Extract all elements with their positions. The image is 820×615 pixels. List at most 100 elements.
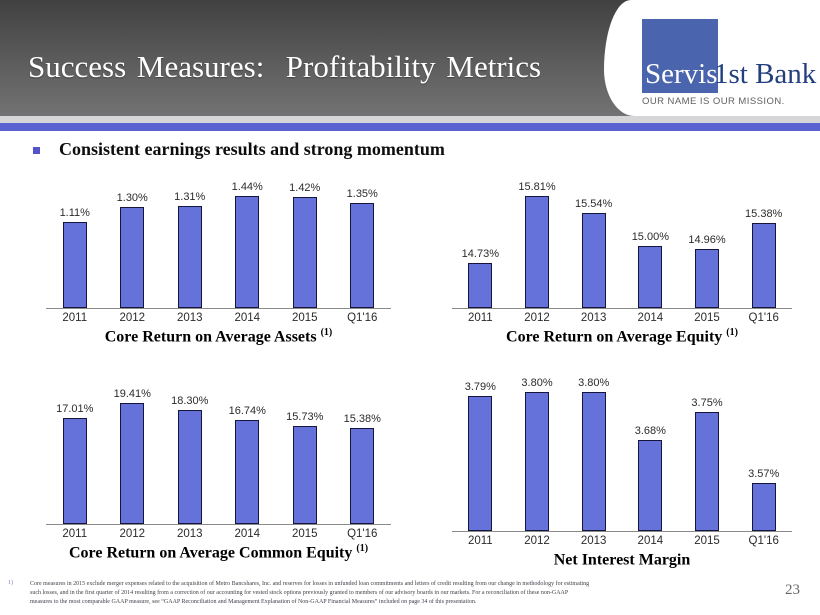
bar-column-2012: 19.41% bbox=[104, 388, 162, 524]
logo-square bbox=[642, 19, 718, 93]
chart-net-interest-margin: 3.79% 3.80% 3.80% 3.68% 3.75% 3.57% 2011 2012 2… bbox=[452, 376, 792, 569]
divider-stripe-gray bbox=[0, 116, 820, 123]
bar-column-2013: 18.30% bbox=[161, 394, 219, 524]
chart-title-text: Core Return on Average Common Equity bbox=[68, 544, 353, 562]
plot-area: 3.79% 3.80% 3.80% 3.68% 3.75% 3.57% bbox=[452, 376, 792, 532]
bar-column-Q1'16: 15.38% bbox=[334, 394, 392, 524]
x-axis-tick-label: Q1'16 bbox=[748, 312, 779, 324]
x-axis-tick-label: 2012 bbox=[119, 312, 146, 324]
bar-value-label: 14.96% bbox=[688, 234, 726, 247]
bar-column-2015: 15.73% bbox=[276, 394, 334, 524]
bar-column-2015: 1.42% bbox=[276, 178, 334, 308]
chart-title-footnote-ref: (1) bbox=[356, 543, 369, 554]
x-axis-tick-label: 2012 bbox=[524, 312, 550, 324]
bar-column-2011: 14.73% bbox=[452, 178, 509, 308]
page-title: Success Measures: Profitability Metrics bbox=[28, 49, 542, 84]
bar-value-label: 15.38% bbox=[745, 208, 783, 221]
bar-value-label: 15.54% bbox=[575, 198, 613, 211]
logo-text-servis: Servis bbox=[645, 58, 718, 90]
bar-value-label: 15.73% bbox=[286, 411, 324, 424]
bar-Q1'16 bbox=[350, 203, 375, 308]
plot-area: 17.01% 19.41% 18.30% 16.74% 15.73% 15.38% bbox=[46, 388, 392, 525]
bar-2013 bbox=[177, 206, 202, 308]
chart-title: Core Return on Average Assets (1) bbox=[46, 327, 391, 346]
x-axis-tick-label: 2011 bbox=[467, 312, 493, 324]
chart-title: Core Return on Average Equity (1) bbox=[452, 327, 792, 346]
bar-value-label: 15.81% bbox=[518, 181, 556, 194]
chart-title-text: Core Return on Average Equity bbox=[506, 328, 723, 346]
chart-title: Core Return on Average Common Equity (1) bbox=[46, 543, 391, 562]
bar-column-2013: 15.54% bbox=[565, 178, 622, 308]
plot-area: 14.73% 15.81% 15.54% 15.00% 14.96% 15.38% bbox=[452, 178, 792, 309]
bar-column-2011: 1.11% bbox=[46, 178, 104, 308]
x-axis-tick-label: 2012 bbox=[524, 535, 550, 547]
plot-area: 1.11% 1.30% 1.31% 1.44% 1.42% 1.35% bbox=[46, 178, 391, 309]
bar-column-Q1'16: 1.35% bbox=[334, 178, 392, 308]
bar-value-label: 1.11% bbox=[59, 207, 90, 220]
bar-2014 bbox=[638, 246, 663, 308]
x-axis-tick-label: 2015 bbox=[291, 528, 318, 540]
bar-value-label: 1.35% bbox=[346, 188, 378, 201]
x-axis-tick-label: 2014 bbox=[234, 312, 261, 324]
chart-core-return-on-average-assets: 1.11% 1.30% 1.31% 1.44% 1.42% 1.35% 2011 2012 2… bbox=[46, 178, 391, 346]
bar-2013 bbox=[177, 410, 202, 524]
bar-column-Q1'16: 3.57% bbox=[735, 376, 792, 531]
bar-column-2014: 15.00% bbox=[622, 178, 679, 308]
bar-value-label: 1.30% bbox=[116, 192, 148, 205]
bar-2012 bbox=[120, 403, 145, 524]
x-axis-tick-label: 2015 bbox=[694, 312, 720, 324]
bar-2011 bbox=[62, 222, 87, 308]
x-axis-tick-label: 2011 bbox=[467, 535, 493, 547]
bar-2015 bbox=[292, 197, 317, 308]
bar-2014 bbox=[235, 196, 260, 308]
x-axis-labels: 2011 2012 2013 2014 2015 Q1'16 bbox=[46, 312, 391, 324]
bar-column-2012: 3.80% bbox=[509, 376, 566, 531]
bar-value-label: 1.31% bbox=[174, 191, 206, 204]
bar-column-2014: 3.68% bbox=[622, 376, 679, 531]
bar-column-2014: 1.44% bbox=[219, 178, 277, 308]
x-axis-tick-label: 2013 bbox=[580, 312, 607, 324]
page-number: 23 bbox=[785, 582, 800, 598]
bar-value-label: 14.73% bbox=[461, 248, 499, 261]
bar-2015 bbox=[695, 249, 720, 308]
x-axis-tick-label: 2015 bbox=[291, 312, 318, 324]
bar-2013 bbox=[581, 392, 606, 531]
bar-column-2011: 3.79% bbox=[452, 376, 509, 531]
chart-title-footnote-ref: (1) bbox=[320, 327, 333, 338]
logo-tagline: OUR NAME IS OUR MISSION. bbox=[642, 96, 785, 107]
bar-value-label: 3.75% bbox=[691, 397, 723, 410]
x-axis-tick-label: Q1'16 bbox=[347, 528, 378, 540]
bar-value-label: 1.42% bbox=[289, 182, 321, 195]
bar-2015 bbox=[695, 412, 720, 531]
bar-2014 bbox=[235, 420, 260, 524]
x-axis-tick-label: 2014 bbox=[637, 312, 664, 324]
x-axis-tick-label: 2015 bbox=[694, 535, 720, 547]
bar-column-2013: 1.31% bbox=[161, 178, 219, 308]
logo-text-1st-bank: 1st Bank bbox=[714, 58, 817, 90]
bar-column-2014: 16.74% bbox=[219, 394, 277, 524]
bar-2012 bbox=[525, 392, 549, 531]
x-axis-tick-label: Q1'16 bbox=[347, 312, 378, 324]
bar-column-2012: 1.30% bbox=[104, 178, 162, 308]
bar-column-2015: 14.96% bbox=[679, 178, 736, 308]
bar-value-label: 15.00% bbox=[631, 231, 669, 244]
bar-2013 bbox=[581, 213, 606, 308]
bar-value-label: 3.79% bbox=[464, 381, 496, 394]
divider-stripe-blue bbox=[0, 123, 820, 131]
bar-value-label: 3.80% bbox=[578, 377, 610, 390]
bullet-icon bbox=[33, 147, 40, 154]
bar-column-2011: 17.01% bbox=[46, 394, 104, 524]
chart-core-return-on-average-equity: 14.73% 15.81% 15.54% 15.00% 14.96% 15.38% 201… bbox=[452, 178, 792, 346]
x-axis-tick-label: 2011 bbox=[62, 312, 88, 324]
bullet-text: Consistent earnings results and strong m… bbox=[59, 139, 445, 159]
x-axis-labels: 2011 2012 2013 2014 2015 Q1'16 bbox=[452, 312, 792, 324]
chart-title-text: Net Interest Margin bbox=[553, 551, 691, 569]
x-axis-labels: 2011 2012 2013 2014 2015 Q1'16 bbox=[46, 528, 391, 540]
x-axis-tick-label: 2013 bbox=[176, 312, 203, 324]
x-axis-tick-label: 2013 bbox=[580, 535, 607, 547]
x-axis-tick-label: 2013 bbox=[176, 528, 203, 540]
bar-2011 bbox=[468, 396, 493, 531]
x-axis-tick-label: 2014 bbox=[234, 528, 261, 540]
footnote-marker: 1) bbox=[8, 580, 13, 586]
chart-title-text: Core Return on Average Assets bbox=[104, 328, 317, 346]
